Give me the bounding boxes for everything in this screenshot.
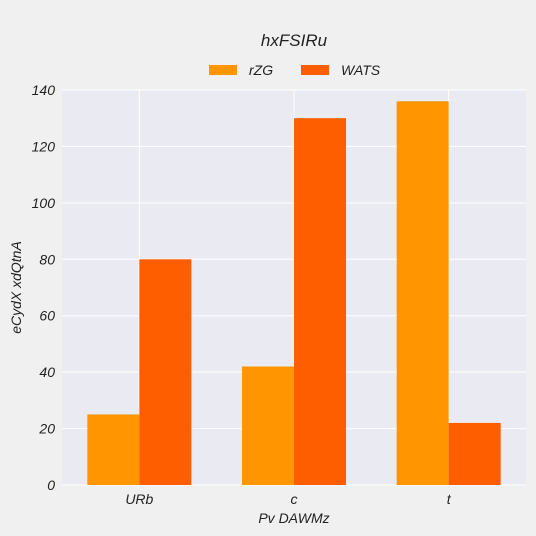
legend: rZG WATS: [209, 62, 381, 78]
x-tick-labels: URb c t: [125, 491, 451, 507]
bar-rZG-t: [396, 101, 449, 486]
y-tick-label: 140: [32, 82, 56, 98]
legend-swatch: [209, 65, 237, 75]
x-tick-label: t: [447, 491, 452, 507]
bar-WATS-c: [294, 118, 346, 485]
y-tick-label: 80: [39, 251, 55, 267]
y-tick-label: 100: [32, 195, 56, 211]
y-tick-label: 60: [39, 308, 55, 324]
legend-label: rZG: [249, 62, 273, 78]
x-tick-label: URb: [125, 491, 153, 507]
bars: [87, 101, 501, 486]
legend-item: WATS: [301, 62, 381, 78]
y-tick-label: 20: [38, 421, 55, 437]
y-tick-labels: 0 20 40 60 80 100 120 140: [32, 82, 56, 493]
bar-rZG-c: [242, 366, 294, 485]
x-axis-title: Pv DAWMz: [258, 510, 329, 526]
y-tick-label: 40: [39, 364, 55, 380]
chart-title: hxFSIRu: [261, 31, 328, 50]
y-axis-title: eCydX xdQtnA: [8, 241, 24, 334]
y-tick-label: 0: [47, 477, 55, 493]
x-tick-label: c: [291, 491, 298, 507]
legend-item: rZG: [209, 62, 273, 78]
bar-WATS-t: [448, 422, 501, 485]
legend-label: WATS: [341, 62, 381, 78]
bar-WATS-URb: [139, 259, 192, 485]
legend-swatch: [301, 65, 329, 75]
bar-rZG-URb: [87, 414, 140, 485]
y-tick-label: 120: [32, 138, 56, 154]
